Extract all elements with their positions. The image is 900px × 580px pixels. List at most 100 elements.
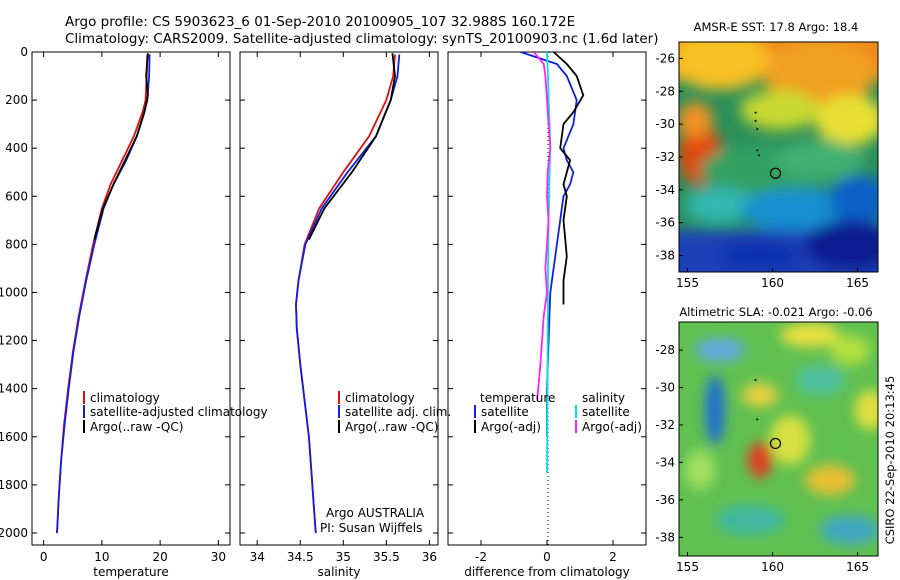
y-tick-label: 400	[5, 141, 28, 155]
y-tick-label: 1800	[0, 478, 28, 492]
y-tick-label: -30	[655, 381, 675, 395]
x-tick-label: 36	[422, 550, 437, 564]
legend-salinity-title: salinity	[582, 391, 625, 405]
y-tick-label: 1000	[0, 285, 28, 299]
difference-ticks: -2 0 2	[448, 51, 646, 564]
x-tick-label: 35	[336, 550, 351, 564]
x-tick-label: 0	[543, 550, 551, 564]
sla-map: Altimetric SLA: -0.021 Argo: -0.06 155 16…	[655, 305, 897, 574]
pi-label: PI: Susan Wijffels	[320, 521, 422, 535]
y-tick-label: -30	[655, 117, 675, 131]
track-point	[756, 418, 759, 421]
temperature-lines	[56, 53, 151, 534]
y-tick-label: -38	[655, 249, 675, 263]
difference-legend: temperature satellite Argo(-adj) salinit…	[474, 391, 642, 434]
y-tick-label: -32	[655, 418, 675, 432]
track-point	[754, 119, 757, 122]
sla-map-title: Altimetric SLA: -0.021 Argo: -0.06	[679, 305, 872, 319]
legend-satellite-adj: satellite adj. clim.	[345, 405, 451, 419]
x-tick-label: -2	[475, 550, 487, 564]
temperature-panel: 0 10 20 30 0 200 400 600 800 1000 1200 1400 1600 1800…	[0, 45, 268, 579]
sla-map-ticks: 155 160 165 -28 -30 -32 -34 -36 -38	[655, 343, 869, 574]
timestamp-side-label: CSIRO 22-Sep-2010 20:13:45	[883, 376, 897, 545]
x-tick-label: 0	[40, 550, 48, 564]
argo-australia-label: Argo AUSTRALIA	[326, 506, 425, 520]
legend-temp-argo: Argo(-adj)	[481, 420, 541, 434]
series-line	[552, 52, 585, 305]
x-tick-label: 165	[846, 560, 869, 574]
series-line	[295, 54, 401, 534]
x-tick-label: 155	[676, 560, 699, 574]
y-tick-label: -36	[655, 216, 675, 230]
figure-title-line1: Argo profile: CS 5903623_6 01-Sep-2010 2…	[65, 14, 575, 30]
x-tick-label: 35.5	[373, 550, 400, 564]
x-tick-label: 10	[94, 550, 109, 564]
series-line	[56, 54, 151, 534]
x-tick-label: 2	[609, 550, 617, 564]
legend-satellite-adjusted: satellite-adjusted climatology	[90, 405, 268, 419]
series-line	[546, 52, 552, 473]
y-tick-label: -38	[655, 530, 675, 544]
float-location-marker	[769, 167, 782, 179]
sla-field	[679, 322, 878, 556]
difference-panel: -2 0 2 difference from climatology tempera…	[447, 51, 647, 579]
legend-argo-raw: Argo(..raw -QC)	[90, 420, 183, 434]
series-line	[520, 52, 578, 437]
salinity-panel: 34 34.5 35 35.5 36 salinity climatology sate…	[239, 51, 451, 579]
sla-track	[754, 379, 759, 421]
x-tick-label: 20	[152, 550, 167, 564]
track-point	[756, 149, 759, 152]
x-tick-label: 165	[846, 276, 869, 290]
legend-temp-satellite: satellite	[481, 405, 529, 419]
legend-argo-raw: Argo(..raw -QC)	[345, 420, 438, 434]
y-tick-label: -32	[655, 150, 675, 164]
sst-field	[679, 42, 878, 272]
sst-track	[754, 111, 760, 157]
x-tick-label: 160	[761, 560, 784, 574]
x-tick-label: 30	[211, 550, 226, 564]
track-point	[754, 111, 757, 114]
y-tick-label: -28	[655, 84, 675, 98]
series-line	[93, 53, 149, 240]
x-tick-label: 34.5	[287, 550, 314, 564]
series-line	[56, 54, 149, 534]
difference-xlabel: difference from climatology	[464, 565, 630, 579]
salinity-xlabel: salinity	[317, 565, 360, 579]
float-location-marker	[769, 437, 782, 450]
series-line	[533, 52, 552, 401]
y-tick-label: -34	[655, 183, 675, 197]
track-point	[756, 128, 759, 131]
salinity-lines	[295, 53, 401, 534]
legend-temperature-title: temperature	[480, 391, 555, 405]
series-line	[308, 53, 396, 240]
figure-title-line2: Climatology: CARS2009. Satellite-adjuste…	[65, 31, 658, 47]
temperature-xlabel: temperature	[93, 565, 168, 579]
y-tick-label: -26	[655, 51, 675, 65]
y-tick-label: 1400	[0, 382, 28, 396]
y-tick-label: 1600	[0, 430, 28, 444]
x-tick-label: 160	[761, 276, 784, 290]
temperature-legend: climatology satellite-adjusted climatolo…	[83, 391, 268, 434]
y-tick-label: -36	[655, 493, 675, 507]
temperature-ticks: 0 10 20 30 0 200 400 600 800 1000 1200 1400 1600 1800…	[0, 45, 230, 564]
y-tick-label: 1200	[0, 334, 28, 348]
y-tick-label: -28	[655, 343, 675, 357]
y-tick-label: 800	[5, 237, 28, 251]
track-point	[757, 154, 760, 157]
y-tick-label: 200	[5, 93, 28, 107]
salinity-ticks: 34 34.5 35 35.5 36	[240, 51, 438, 564]
sst-map-title: AMSR-E SST: 17.8 Argo: 18.4	[694, 20, 859, 34]
legend-sal-argo: Argo(-adj)	[582, 420, 642, 434]
legend-climatology: climatology	[90, 391, 160, 405]
legend-sal-satellite: satellite	[582, 405, 630, 419]
sst-map-ticks: 155 160 165 -26 -28 -30 -32 -34 -36 -38	[655, 51, 869, 290]
salinity-legend: climatology satellite adj. clim. Argo(..…	[338, 391, 451, 434]
track-point	[754, 379, 757, 382]
y-tick-label: -34	[655, 455, 675, 469]
y-tick-label: 0	[20, 45, 28, 59]
sst-map: AMSR-E SST: 17.8 Argo: 18.4	[655, 20, 879, 290]
x-tick-label: 34	[250, 550, 265, 564]
y-tick-label: 600	[5, 189, 28, 203]
x-tick-label: 155	[676, 276, 699, 290]
